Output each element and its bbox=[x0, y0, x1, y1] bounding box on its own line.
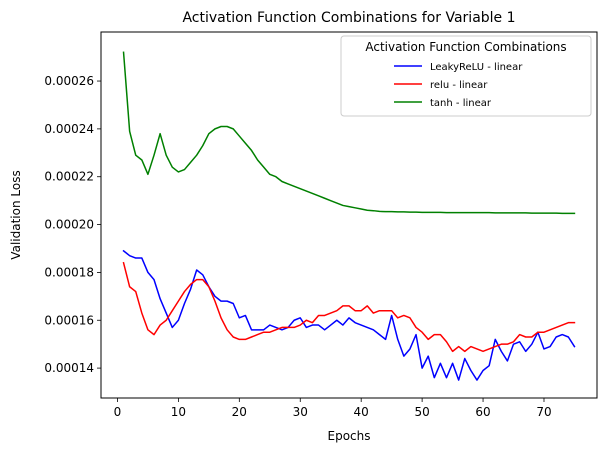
x-tick-label: 0 bbox=[114, 405, 122, 419]
y-tick-label: 0.00022 bbox=[44, 170, 94, 184]
series-line-2 bbox=[122, 51, 576, 215]
x-tick-label: 10 bbox=[171, 405, 186, 419]
legend-box bbox=[340, 35, 592, 117]
y-tick-label: 0.00016 bbox=[44, 313, 94, 327]
x-axis-ticks: 0 10 20 30 40 50 60 70 bbox=[114, 398, 552, 419]
axes-frame bbox=[100, 31, 598, 399]
plot-lines bbox=[122, 51, 576, 381]
x-tick-label: 30 bbox=[293, 405, 308, 419]
legend-label-1: relu - linear bbox=[430, 80, 488, 91]
x-axis-label: Epochs bbox=[328, 429, 371, 443]
legend-entries: LeakyReLU - linear relu - linear tanh - li… bbox=[394, 62, 523, 109]
legend: Activation Function Combinations LeakyRe… bbox=[340, 35, 592, 117]
y-tick-label: 0.00020 bbox=[44, 218, 94, 232]
x-tick-label: 70 bbox=[536, 405, 551, 419]
legend-label-0: LeakyReLU - linear bbox=[430, 62, 523, 73]
y-tick-label: 0.00014 bbox=[44, 361, 94, 375]
x-tick-label: 60 bbox=[475, 405, 490, 419]
legend-label-2: tanh - linear bbox=[430, 98, 492, 109]
y-tick-label: 0.00024 bbox=[44, 122, 94, 136]
x-tick-label: 20 bbox=[232, 405, 247, 419]
y-tick-label: 0.00018 bbox=[44, 265, 94, 279]
x-tick-label: 50 bbox=[414, 405, 429, 419]
x-tick-label: 40 bbox=[354, 405, 369, 419]
y-axis-ticks: 0.00014 0.00016 0.00018 0.00020 0.00022 0.000… bbox=[44, 74, 101, 375]
series-line-1 bbox=[122, 261, 576, 353]
series-line-0 bbox=[122, 249, 576, 381]
chart-title: Activation Function Combinations for Var… bbox=[182, 10, 515, 26]
legend-title: Activation Function Combinations bbox=[365, 40, 566, 54]
y-axis-label: Validation Loss bbox=[9, 170, 23, 259]
y-tick-label: 0.00026 bbox=[44, 74, 94, 88]
